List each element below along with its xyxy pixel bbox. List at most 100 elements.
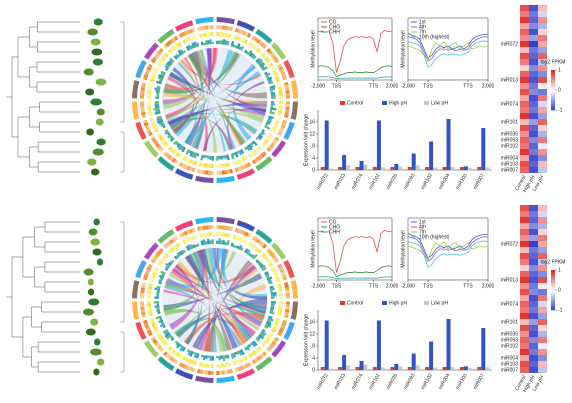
track-cell [140,290,145,294]
heat-cell [520,331,529,337]
track-cell [150,258,156,264]
chromosome-arc [290,80,298,99]
circos [132,217,298,383]
track-cell [198,162,202,167]
series-line [407,36,489,63]
track-bar [209,240,212,245]
track-bar [158,319,164,324]
track-cell [285,109,290,113]
track-cell [268,333,274,338]
track-cell [278,88,283,92]
track-bar [156,290,160,293]
heat-cell [538,131,547,137]
track-cell [252,244,257,250]
heat-cell [529,331,538,337]
track-cell [150,136,156,142]
track-bar [249,143,254,148]
track-cell [237,166,242,172]
track-cell [253,149,259,154]
track-cell [279,268,285,273]
bar [363,164,368,170]
track-cell [175,152,180,157]
track-bar [190,44,194,50]
track-bar [158,274,165,279]
track-cell [250,43,255,48]
chromosome-arc [143,340,159,358]
chromosome-arc [132,101,140,120]
bar [433,167,438,170]
heat-cell [529,5,538,11]
track-cell [248,353,253,359]
plant-icon [96,138,106,146]
track-bar [189,150,194,157]
track-cell [252,44,257,50]
track-cell [244,163,249,169]
track-cell [140,104,145,108]
series-line [318,76,392,80]
track-cell [153,269,158,274]
plant-icon [87,28,98,36]
x-tick-label: miR072 [316,172,330,190]
track-bar [234,45,238,49]
track-cell [278,103,283,107]
bar [467,168,472,170]
bar [407,367,412,370]
track-cell [271,67,276,72]
track-cell [279,127,285,132]
heat-cell [538,367,547,373]
track-cell [225,32,229,38]
track-cell [210,170,214,175]
track-bar [270,92,276,95]
track-cell [262,244,267,249]
track-cell [224,170,228,175]
track-cell [153,254,159,259]
track-bar [153,301,160,304]
heat-cell [529,229,538,235]
chromosome-arc [216,217,235,225]
track-cell [155,343,161,348]
heat-cell [520,307,529,313]
track-cell [234,27,239,33]
heat-cell [538,95,547,101]
track-cell [153,69,158,74]
track-bar [207,40,210,45]
track-cell [216,225,220,230]
track-bar [160,73,165,77]
chromosome-arc [255,228,273,244]
track-cell [271,128,276,133]
track-bar [154,111,161,115]
bar [342,155,347,170]
track-cell [280,124,286,129]
track-cell [201,32,205,38]
track-cell [234,227,239,233]
track-cell [202,25,206,30]
track-cell [262,44,267,49]
bar [355,167,360,170]
track-bar [266,319,272,324]
track-bar [175,53,180,59]
track-cell [147,306,152,309]
colorbar-label: log2 FPKM [541,59,566,65]
track-cell [283,282,289,286]
track-cell [232,360,237,366]
row-label: miR103 [501,161,518,167]
track-cell [264,56,269,62]
track-cell [162,340,168,346]
heat-cell [529,107,538,113]
track-bar [158,121,165,126]
heat-cell [538,77,547,83]
x-tick-label: miR103 [455,372,469,390]
track-cell [182,356,187,361]
legend-label: Low pH [431,100,448,106]
bar [446,119,451,170]
track-bar [156,294,160,297]
track-bar [258,61,264,66]
track-cell [155,143,161,148]
heat-cell [529,247,538,253]
track-cell [267,145,273,150]
track-cell [256,356,261,362]
track-cell [150,320,156,324]
heat-cell [520,11,529,17]
track-cell [228,362,232,367]
colorbar-step [551,100,555,103]
